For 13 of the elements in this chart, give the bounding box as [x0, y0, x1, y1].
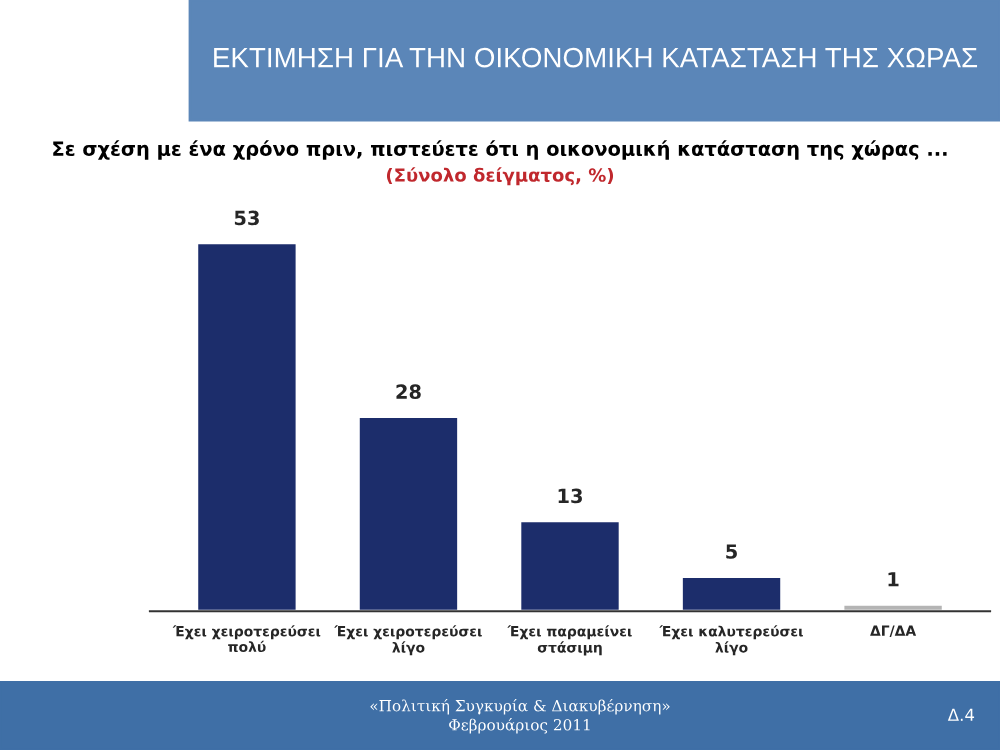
bar [356, 415, 460, 612]
data-label: 13 [558, 488, 582, 504]
data-label: 5 [726, 544, 737, 559]
bar [195, 241, 299, 612]
data-label: 1 [888, 572, 899, 587]
text: (Σύνολο δείγματος, %) [386, 167, 614, 186]
chart-subtitle: Σε σχέση με ένα χρόνο πριν, πιστεύετε ότι η οικονομική κατάσταση της χώρας ... [53, 140, 947, 160]
data-label: 53 [234, 210, 259, 226]
bar [518, 519, 622, 612]
text: Δ.4 [947, 708, 975, 721]
chart-title: ΕΚΤΙΜΗΣΗ ΓΙΑ ΤΗΝ ΟΙΚΟΝΟΜΙΚΗ ΚΑΤΑΣΤΑΣΗ ΤΗΣ ΧΩΡΑΣ [214, 47, 978, 68]
bar [680, 575, 784, 612]
data-label: 28 [396, 384, 421, 400]
